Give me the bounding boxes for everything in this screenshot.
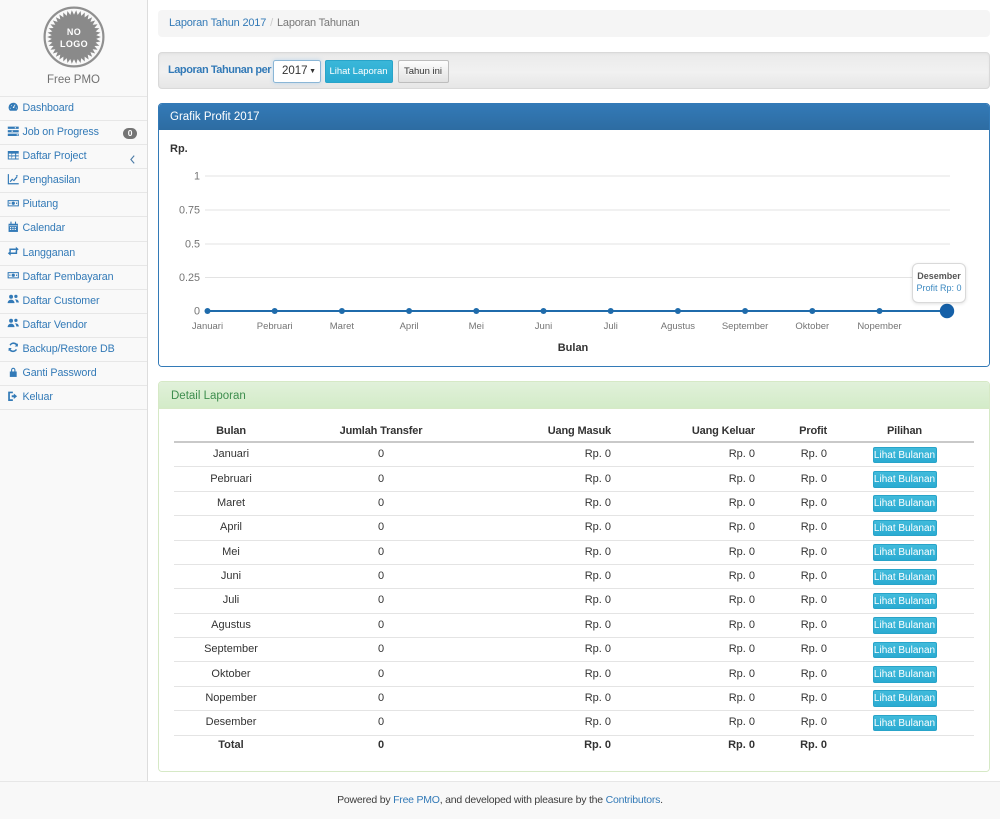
svg-text:September: September	[722, 321, 768, 332]
svg-text:0.5: 0.5	[185, 239, 200, 251]
svg-text:Rp.: Rp.	[170, 143, 188, 155]
svg-text:0.25: 0.25	[179, 272, 200, 284]
svg-text:LOGO: LOGO	[59, 39, 87, 49]
svg-text:Bulan: Bulan	[558, 342, 589, 354]
svg-text:0.75: 0.75	[179, 205, 200, 217]
svg-text:1: 1	[194, 171, 200, 183]
svg-text:Maret: Maret	[330, 321, 355, 332]
svg-text:Januari: Januari	[192, 321, 223, 332]
svg-text:Juli: Juli	[604, 321, 618, 332]
svg-text:Agustus: Agustus	[661, 321, 696, 332]
svg-text:April: April	[400, 321, 419, 332]
svg-text:Mei: Mei	[469, 321, 484, 332]
svg-text:Oktober: Oktober	[795, 321, 829, 332]
svg-text:0: 0	[194, 306, 200, 318]
svg-text:NO: NO	[66, 27, 80, 37]
svg-text:Nopember: Nopember	[857, 321, 901, 332]
svg-text:Pebruari: Pebruari	[257, 321, 293, 332]
svg-text:Juni: Juni	[535, 321, 552, 332]
